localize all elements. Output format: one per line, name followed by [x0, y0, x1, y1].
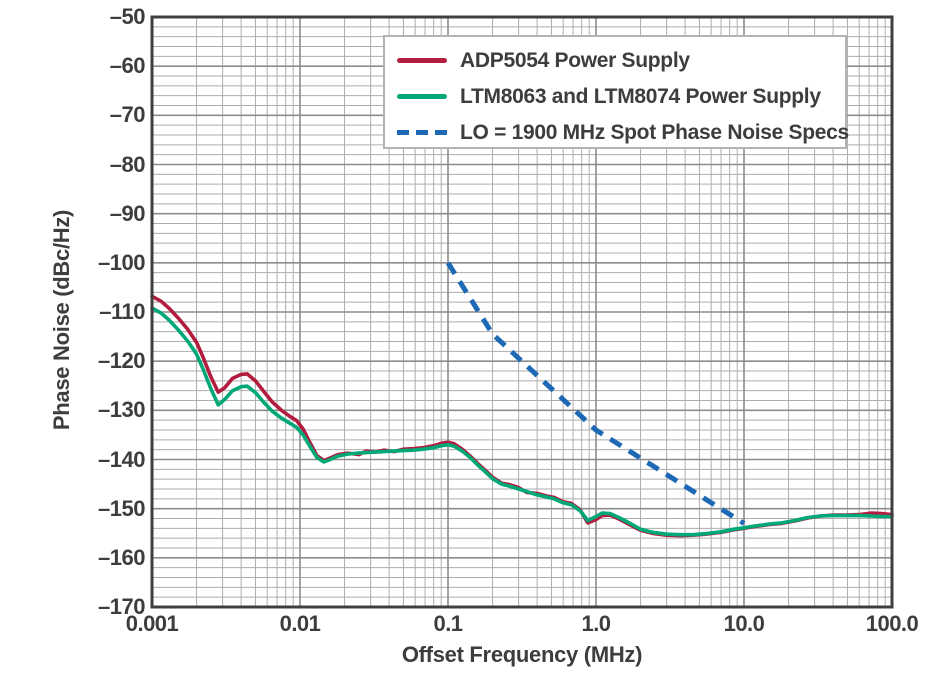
x-axis-title: Offset Frequency (MHz): [401, 642, 643, 667]
legend-label-adp5054: ADP5054 Power Supply: [460, 48, 690, 72]
legend-line-sample-red: [397, 57, 447, 63]
x-tick-label: 0.001: [125, 611, 179, 636]
plot-border: [150, 15, 894, 609]
y-tick-label: –170: [98, 594, 145, 619]
x-tick-label: 0.01: [279, 611, 321, 636]
y-tick-label: –70: [109, 102, 146, 128]
y-tick-label: –150: [98, 495, 145, 521]
x-tick-label: 10.0: [723, 611, 765, 636]
y-tick-label: –130: [98, 397, 145, 423]
y-tick-label: –80: [109, 151, 146, 177]
legend-row-adp5054: ADP5054 Power Supply: [397, 42, 845, 78]
legend-label-ltm8063-ltm8074: LTM8063 and LTM8074 Power Supply: [460, 84, 821, 108]
y-tick-label: –50: [109, 4, 146, 29]
legend-row-ltm8063-ltm8074: LTM8063 and LTM8074 Power Supply: [397, 78, 845, 114]
series-line-adp5054-power-supply: [150, 294, 894, 538]
y-tick-label: –110: [99, 299, 145, 324]
y-tick-label: –140: [98, 446, 145, 472]
x-tick-label: 1.0: [581, 611, 611, 636]
legend-line-sample-green: [397, 93, 447, 99]
y-tick-label: –160: [98, 544, 145, 570]
x-tick-label: 100.0: [865, 611, 919, 636]
chart-legend: ADP5054 Power Supply LTM8063 and LTM8074…: [383, 35, 849, 150]
y-tick-label: –120: [98, 348, 145, 374]
y-axis-title: Phase Noise (dBc/Hz): [49, 209, 74, 431]
y-tick-label: –100: [98, 249, 145, 275]
legend-label-lo-spec: LO = 1900 MHz Spot Phase Noise Specs: [460, 120, 849, 144]
legend-line-sample-blue-dashed: [397, 129, 447, 135]
legend-row-lo-spec: LO = 1900 MHz Spot Phase Noise Specs: [397, 114, 849, 150]
series-line-lo-1900-mhz-spot-phase-noise-specs: [445, 261, 746, 526]
y-tick-label: –90: [109, 200, 146, 226]
x-tick-label: 0.1: [433, 611, 463, 636]
series-line-ltm8063-and-ltm8074-power-supply: [150, 306, 894, 537]
y-tick-label: –60: [109, 53, 146, 79]
